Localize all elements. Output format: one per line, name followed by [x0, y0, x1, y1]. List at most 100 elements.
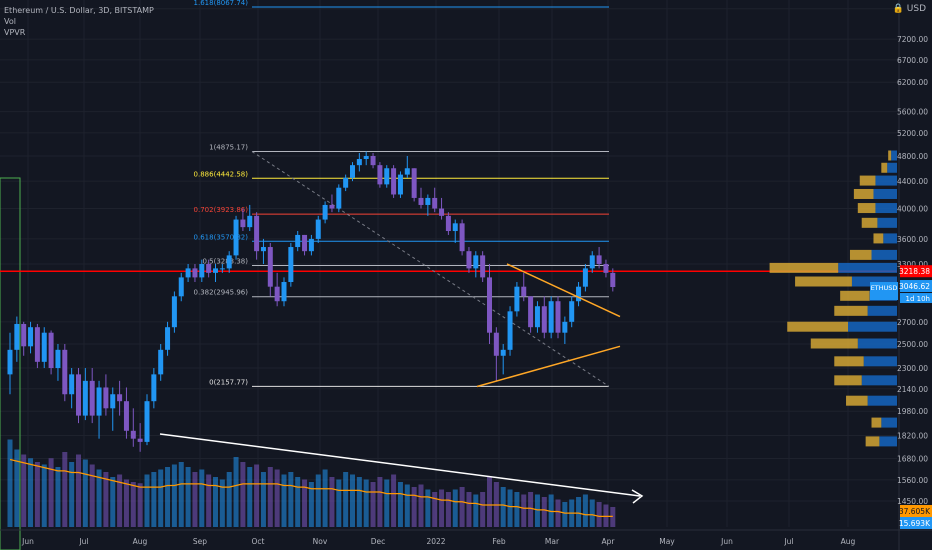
- vpvr-down-bar: [875, 175, 897, 186]
- y-tick-label: 1680.00: [897, 455, 928, 464]
- volume-bar: [500, 487, 506, 527]
- currency-label[interactable]: 🔒 USD: [893, 4, 926, 14]
- volume-bar: [288, 472, 294, 527]
- candle-body: [336, 187, 342, 209]
- candle-body: [96, 387, 102, 416]
- candle-body: [178, 277, 184, 297]
- volume-bar: [192, 472, 198, 527]
- x-tick-label: May: [659, 537, 675, 546]
- volume-bar: [528, 492, 534, 527]
- candle-body: [569, 301, 575, 322]
- candle-body: [55, 349, 61, 369]
- candle-body: [7, 349, 13, 375]
- y-tick-label: 6700.00: [897, 56, 928, 65]
- vpvr-down-bar: [887, 162, 897, 173]
- vpvr-down-bar: [879, 436, 897, 447]
- vpvr-up-bar: [769, 262, 839, 273]
- candle-body: [425, 197, 431, 205]
- y-tick-label: 1450.00: [897, 497, 928, 506]
- vpvr-up-bar: [865, 436, 880, 447]
- volume-bar: [445, 492, 451, 527]
- candle-body: [226, 255, 232, 269]
- volume-bar: [41, 464, 47, 527]
- candle-body: [445, 215, 451, 232]
- y-tick-label: 5600.00: [897, 108, 928, 117]
- volume-bar: [219, 479, 225, 527]
- candle-body: [41, 332, 47, 362]
- volume-bar: [487, 477, 492, 527]
- fib-level-label: 0.886(4442.58): [194, 170, 249, 178]
- y-tick-label: 2300.00: [897, 364, 928, 373]
- volume-bar: [165, 467, 171, 527]
- countdown-tag-bg: [900, 293, 932, 304]
- vpvr-down-bar: [871, 249, 897, 260]
- volume-bar: [315, 474, 321, 527]
- volume-bar: [384, 479, 390, 527]
- candle-body: [596, 255, 602, 264]
- fib-level-label: 0.382(2945.96): [194, 289, 249, 297]
- volume-bar: [213, 477, 218, 527]
- vpvr-indicator-label[interactable]: VPVR: [4, 28, 26, 37]
- volume-bar: [178, 462, 184, 527]
- candle-body: [240, 219, 246, 228]
- vpvr-down-bar: [881, 417, 897, 428]
- volume-bar: [144, 474, 150, 527]
- volume-bar: [117, 474, 123, 527]
- vpvr-up-bar: [834, 375, 862, 386]
- candle-body: [589, 255, 595, 269]
- candle-body: [151, 374, 157, 402]
- volume-bar: [158, 469, 164, 527]
- y-tick-label: 1560.00: [897, 476, 928, 485]
- candle-body: [541, 306, 547, 333]
- x-tick-label: Oct: [252, 537, 265, 546]
- vpvr-down-bar: [838, 262, 897, 273]
- lock-icon: 🔒: [892, 4, 904, 14]
- candle-body: [356, 159, 362, 166]
- candle-series: [7, 151, 616, 452]
- candle-body: [322, 204, 328, 220]
- candle-body: [165, 327, 171, 350]
- vpvr-down-bar: [863, 356, 897, 367]
- volume-bar: [548, 494, 554, 527]
- volume-bar: [295, 477, 301, 527]
- volume-bar: [391, 474, 397, 527]
- volume-bar: [411, 487, 417, 527]
- candle-body: [507, 311, 513, 350]
- volume-bar: [28, 458, 34, 527]
- x-tick-label: Sep: [193, 537, 207, 546]
- countdown-tag: 1d 10h: [906, 295, 930, 303]
- vpvr-up-bar: [834, 305, 868, 316]
- x-tick-label: Jun: [21, 537, 34, 546]
- volume-ma-tag: 37.605K: [899, 507, 931, 516]
- volume-series: [7, 439, 616, 527]
- candle-body: [89, 380, 95, 416]
- vpvr-up-bar: [853, 188, 874, 199]
- candle-body: [254, 215, 260, 252]
- volume-bar: [507, 489, 513, 527]
- candle-body: [123, 401, 129, 431]
- grid: [0, 0, 897, 527]
- y-tick-label: 2700.00: [897, 318, 928, 327]
- x-tick-label: Jun: [720, 537, 733, 546]
- vpvr-down-bar: [883, 233, 897, 244]
- volume-bar: [34, 462, 40, 527]
- candle-body: [610, 272, 616, 288]
- candle-body: [514, 286, 520, 312]
- volume-bar: [521, 494, 527, 527]
- candle-body: [343, 177, 349, 188]
- volume-bar: [281, 474, 287, 527]
- candle-body: [206, 263, 212, 273]
- fib-level-label: 0.702(3923.86): [194, 206, 249, 214]
- x-tick-label: Jul: [78, 537, 88, 546]
- volume-bar: [514, 492, 520, 527]
- candle-body: [260, 247, 266, 252]
- volume-bar: [308, 482, 314, 527]
- fib-level-label: 0(2157.77): [209, 378, 248, 386]
- candle-body: [62, 349, 68, 395]
- x-tick-label: Aug: [841, 537, 856, 546]
- vpvr-up-bar: [888, 150, 892, 161]
- vpvr-up-bar: [857, 203, 876, 214]
- volume-indicator-label[interactable]: Vol: [4, 17, 16, 26]
